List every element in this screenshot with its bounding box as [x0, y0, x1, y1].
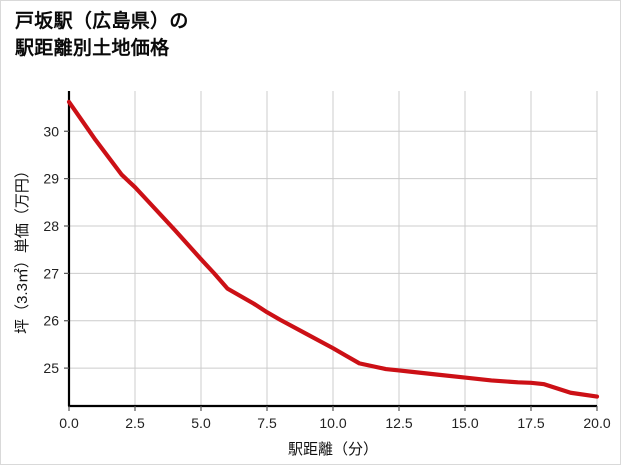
- y-tick-label: 27: [43, 265, 59, 281]
- x-tick-label: 5.0: [191, 415, 211, 431]
- x-tick-label: 20.0: [583, 415, 610, 431]
- y-tick-label: 28: [43, 218, 59, 234]
- grid-lines: [69, 91, 598, 406]
- x-tick-label: 7.5: [257, 415, 277, 431]
- x-tick-label: 10.0: [319, 415, 346, 431]
- axis-titles: 駅距離（分） 坪（3.3㎡）単価（万円）: [14, 163, 378, 458]
- y-tick-label: 30: [43, 123, 59, 139]
- y-tick-label: 29: [43, 171, 59, 187]
- series-line-坪単価: [66, 99, 600, 399]
- x-tick-label: 15.0: [451, 415, 478, 431]
- chart-title: 戸坂駅（広島県）の 駅距離別土地価格: [15, 11, 189, 59]
- tick-labels: 25 26 27 28 29 30 0.0 2.5 5.0 7.5 10.0 12.5 15.0 17.5…: [43, 123, 610, 431]
- x-axis-title: 駅距離（分）: [288, 440, 378, 458]
- x-tick-label: 17.5: [517, 415, 544, 431]
- x-tick-label: 0.0: [59, 415, 79, 431]
- x-tick-label: 12.5: [385, 415, 412, 431]
- axis-ticks: [64, 130, 598, 411]
- y-axis-title: 坪（3.3㎡）単価（万円）: [14, 163, 31, 334]
- x-tick-label: 2.5: [125, 415, 145, 431]
- y-tick-label: 25: [43, 360, 59, 376]
- data-series-line: [66, 99, 600, 399]
- y-tick-label: 26: [43, 313, 59, 329]
